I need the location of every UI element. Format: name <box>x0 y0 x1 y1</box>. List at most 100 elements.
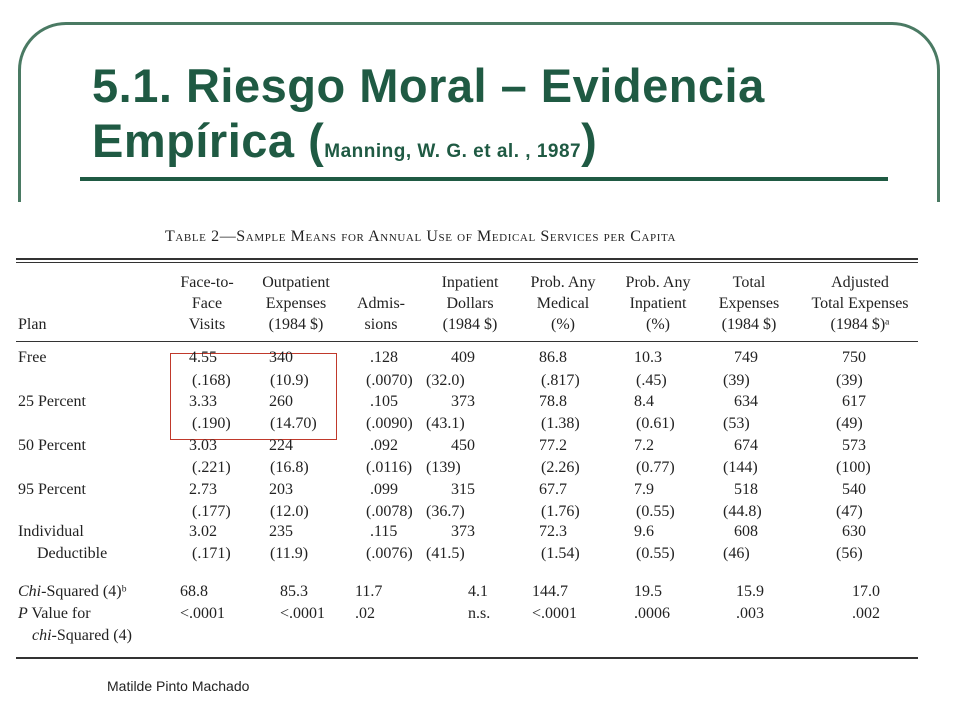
mean-cell: 260 <box>269 393 293 410</box>
mean-cell: 573 <box>842 437 866 454</box>
column-header-line: Expenses <box>718 295 780 312</box>
stat-value-cell: <.0001 <box>280 605 326 622</box>
standard-error-cell: (0.61) <box>636 415 675 432</box>
standard-error-cell: (.190) <box>192 415 231 432</box>
stat-value-cell: n.s. <box>468 605 491 622</box>
standard-error-cell: (0.55) <box>636 503 675 520</box>
mean-cell: 3.03 <box>189 437 217 454</box>
mean-cell: 750 <box>842 349 866 366</box>
mean-cell: 203 <box>269 481 293 498</box>
stat-value-cell: 4.1 <box>468 583 488 600</box>
row-label: Individual <box>18 523 84 540</box>
column-header-line: Face-to- <box>180 274 234 291</box>
mean-cell: 315 <box>451 481 475 498</box>
stat-value-cell: .002 <box>852 605 880 622</box>
mean-cell: 674 <box>734 437 758 454</box>
column-header-line: Total <box>732 274 766 291</box>
mean-cell: 340 <box>269 349 293 366</box>
mean-cell: 2.73 <box>189 481 217 498</box>
mean-cell: 3.33 <box>189 393 217 410</box>
standard-error-cell: (.221) <box>192 459 231 476</box>
standard-error-cell: (39) <box>723 372 750 389</box>
standard-error-cell: (49) <box>836 415 863 432</box>
mean-cell: 224 <box>269 437 293 454</box>
mean-cell: 78.8 <box>539 393 567 410</box>
mean-cell: 67.7 <box>539 481 567 498</box>
standard-error-cell: (47) <box>836 503 863 520</box>
title-line2: Empírica ( <box>92 114 325 167</box>
table-top-rule-2 <box>16 262 918 263</box>
mean-cell: 8.4 <box>634 393 654 410</box>
mean-cell: 10.3 <box>634 349 662 366</box>
standard-error-cell: (41.5) <box>426 545 465 562</box>
standard-error-cell: (0.77) <box>636 459 675 476</box>
mean-cell: .115 <box>370 523 398 540</box>
mean-cell: 7.9 <box>634 481 654 498</box>
mean-cell: 72.3 <box>539 523 567 540</box>
standard-error-cell: (.168) <box>192 372 231 389</box>
standard-error-cell: (144) <box>723 459 758 476</box>
column-header-line: (1984 $) <box>442 316 498 333</box>
mean-cell: 235 <box>269 523 293 540</box>
mean-cell: .128 <box>370 349 398 366</box>
mean-cell: 540 <box>842 481 866 498</box>
stat-value-cell: 144.7 <box>532 583 568 600</box>
standard-error-cell: (.0070) <box>366 372 413 389</box>
standard-error-cell: (43.1) <box>426 415 465 432</box>
stat-value-cell: 17.0 <box>852 583 880 600</box>
standard-error-cell: (44.8) <box>723 503 762 520</box>
standard-error-cell: (32.0) <box>426 372 465 389</box>
standard-error-cell: (100) <box>836 459 871 476</box>
mean-cell: 608 <box>734 523 758 540</box>
mean-cell: 749 <box>734 349 758 366</box>
mean-cell: 630 <box>842 523 866 540</box>
row-label: Deductible <box>37 545 108 562</box>
mean-cell: 373 <box>451 523 475 540</box>
standard-error-cell: (56) <box>836 545 863 562</box>
mean-cell: 9.6 <box>634 523 654 540</box>
title-close: ) <box>581 114 598 167</box>
column-header-line: Face <box>191 295 223 312</box>
stat-value-cell: 11.7 <box>355 583 383 600</box>
column-header-line: Dollars <box>446 295 494 312</box>
row-label: 50 Percent <box>18 437 86 454</box>
stat-value-cell: .003 <box>736 605 764 622</box>
row-label: 95 Percent <box>18 481 86 498</box>
stat-value-cell: 68.8 <box>180 583 208 600</box>
stat-label: chi-Squared (4) <box>32 627 132 644</box>
header-rule <box>16 341 918 342</box>
standard-error-cell: (46) <box>723 545 750 562</box>
standard-error-cell: (36.7) <box>426 503 465 520</box>
mean-cell: 4.55 <box>189 349 217 366</box>
slide-title: 5.1. Riesgo Moral – Evidencia Empírica (… <box>92 58 765 179</box>
standard-error-cell: (.817) <box>541 372 580 389</box>
column-header-line: sions <box>364 316 398 333</box>
stat-value-cell: 19.5 <box>634 583 662 600</box>
column-header-line: Expenses <box>265 295 327 312</box>
column-header-line: (1984 $) <box>268 316 324 333</box>
column-header-line: Outpatient <box>262 274 330 291</box>
standard-error-cell: (.171) <box>192 545 231 562</box>
standard-error-cell: (1.76) <box>541 503 580 520</box>
standard-error-cell: (2.26) <box>541 459 580 476</box>
table-bottom-rule <box>16 657 918 659</box>
mean-cell: 77.2 <box>539 437 567 454</box>
stat-value-cell: 15.9 <box>736 583 764 600</box>
standard-error-cell: (0.55) <box>636 545 675 562</box>
standard-error-cell: (53) <box>723 415 750 432</box>
column-header-line: Admis- <box>357 295 405 312</box>
highlight-box <box>170 353 337 440</box>
mean-cell: .105 <box>370 393 398 410</box>
standard-error-cell: (39) <box>836 372 863 389</box>
stat-value-cell: 85.3 <box>280 583 308 600</box>
standard-error-cell: (14.70) <box>270 415 317 432</box>
stat-label: Chi-Squared (4)ᵇ <box>18 583 127 600</box>
footer-author: Matilde Pinto Machado <box>107 678 250 694</box>
mean-cell: 634 <box>734 393 758 410</box>
row-label: Free <box>18 349 47 366</box>
column-header-line: Prob. Any <box>530 274 596 291</box>
column-header-line: (%) <box>551 316 575 333</box>
column-header-line: (%) <box>646 316 670 333</box>
stat-value-cell: .02 <box>355 605 375 622</box>
standard-error-cell: (11.9) <box>270 545 309 562</box>
